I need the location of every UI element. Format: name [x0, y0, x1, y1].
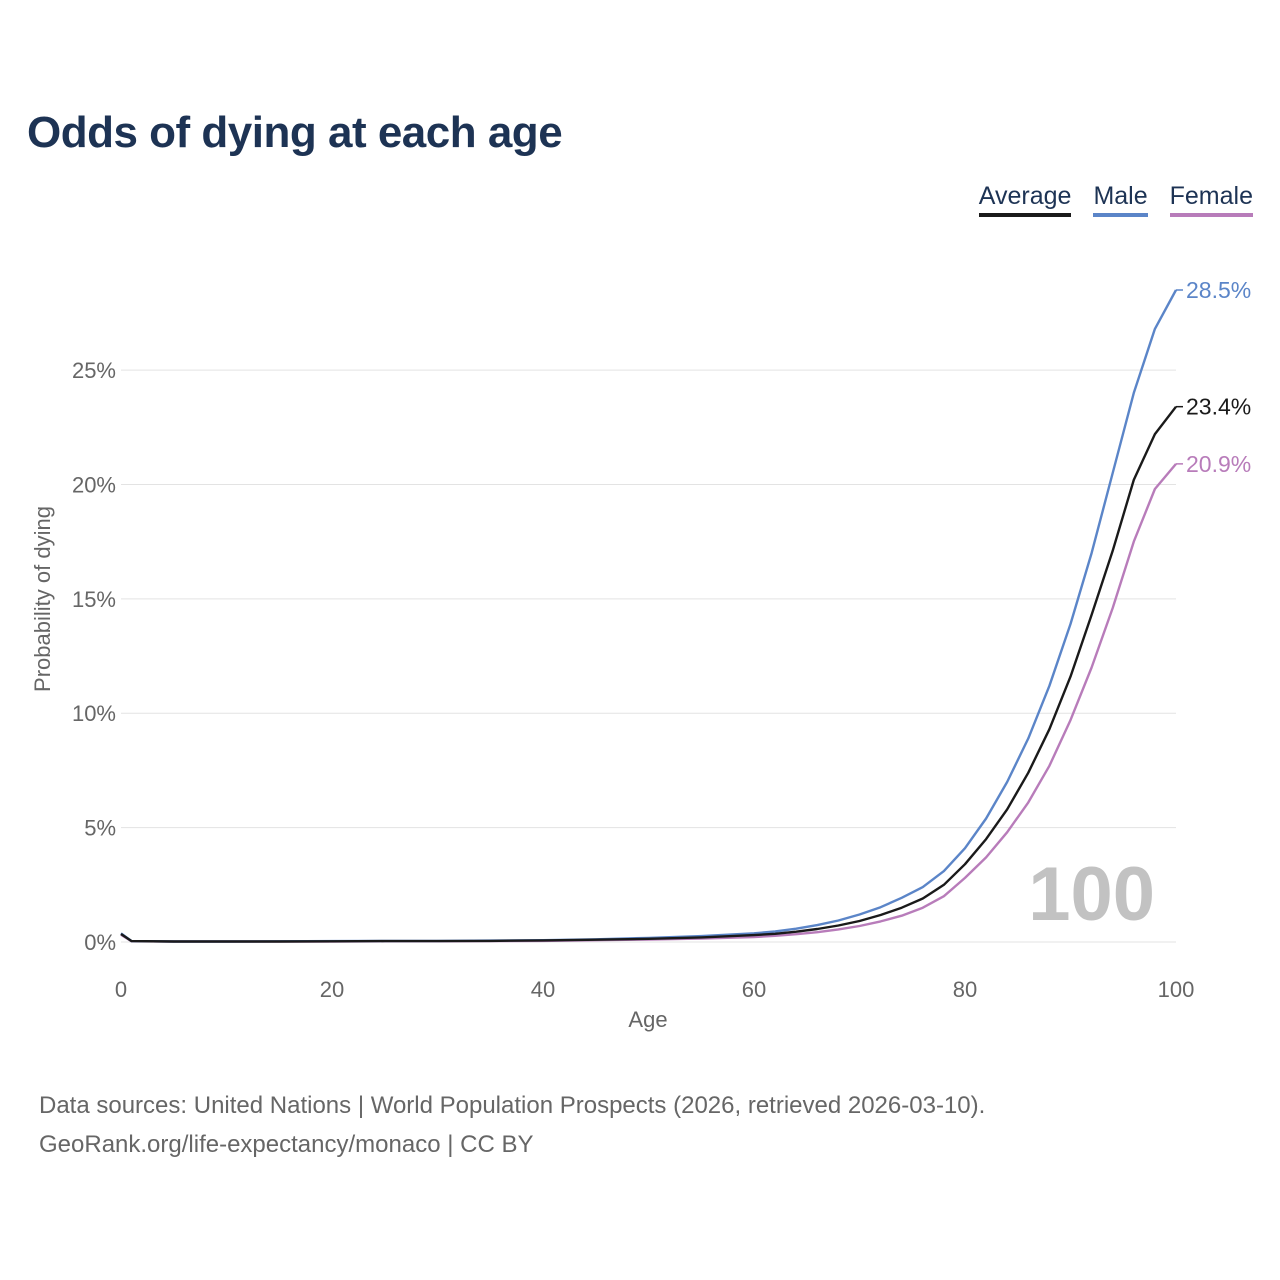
y-tick-label: 25% [72, 358, 116, 383]
y-tick-label: 10% [72, 701, 116, 726]
end-label-male: 28.5% [1186, 277, 1251, 303]
data-source-text: Data sources: United Nations | World Pop… [39, 1092, 986, 1119]
y-tick-label: 0% [84, 930, 116, 955]
y-tick-label: 15% [72, 587, 116, 612]
end-label-average: 23.4% [1186, 394, 1251, 420]
legend-label-female: Female [1169, 182, 1253, 210]
series-line-female [120, 463, 1177, 943]
series-line-male [120, 289, 1178, 943]
chart-plot-area: 0%5%10%15%20%25% 0 20 40 60 80 100 100 20.9%2… [30, 277, 1251, 1032]
gridlines [121, 369, 1176, 943]
legend: Average Male Female [978, 182, 1253, 217]
x-axis: 0 20 40 60 80 100 [115, 977, 1194, 1002]
end-label-female: 20.9% [1186, 451, 1251, 477]
end-labels: 20.9% 28.5% 23.4% [1176, 277, 1251, 477]
series-line-average [120, 405, 1177, 943]
legend-label-average: Average [978, 182, 1072, 210]
x-tick-label: 40 [531, 977, 555, 1002]
y-axis-label: Probability of dying [30, 506, 55, 692]
y-axis: 0% 5% 10% 15% 20% 25% [72, 358, 116, 955]
x-tick-label: 0 [115, 977, 127, 1002]
chart-title: Odds of dying at each age [27, 108, 563, 157]
attribution-text: GeoRank.org/life-expectancy/monaco | CC … [39, 1131, 534, 1158]
series-lines [120, 289, 1178, 943]
legend-item-average[interactable]: Average [978, 182, 1072, 217]
legend-label-male: Male [1093, 182, 1148, 210]
x-tick-label: 60 [742, 977, 766, 1002]
x-tick-label: 80 [953, 977, 977, 1002]
x-axis-label: Age [628, 1007, 667, 1032]
y-tick-label: 5% [84, 816, 116, 841]
highlight-age-label: 100 [1028, 852, 1155, 937]
legend-item-male[interactable]: Male [1093, 182, 1148, 217]
legend-item-female[interactable]: Female [1169, 182, 1253, 217]
x-tick-label: 20 [320, 977, 344, 1002]
x-tick-label: 100 [1158, 977, 1195, 1002]
footer: Data sources: United Nations | World Pop… [39, 1086, 985, 1164]
y-tick-label: 20% [72, 472, 116, 497]
